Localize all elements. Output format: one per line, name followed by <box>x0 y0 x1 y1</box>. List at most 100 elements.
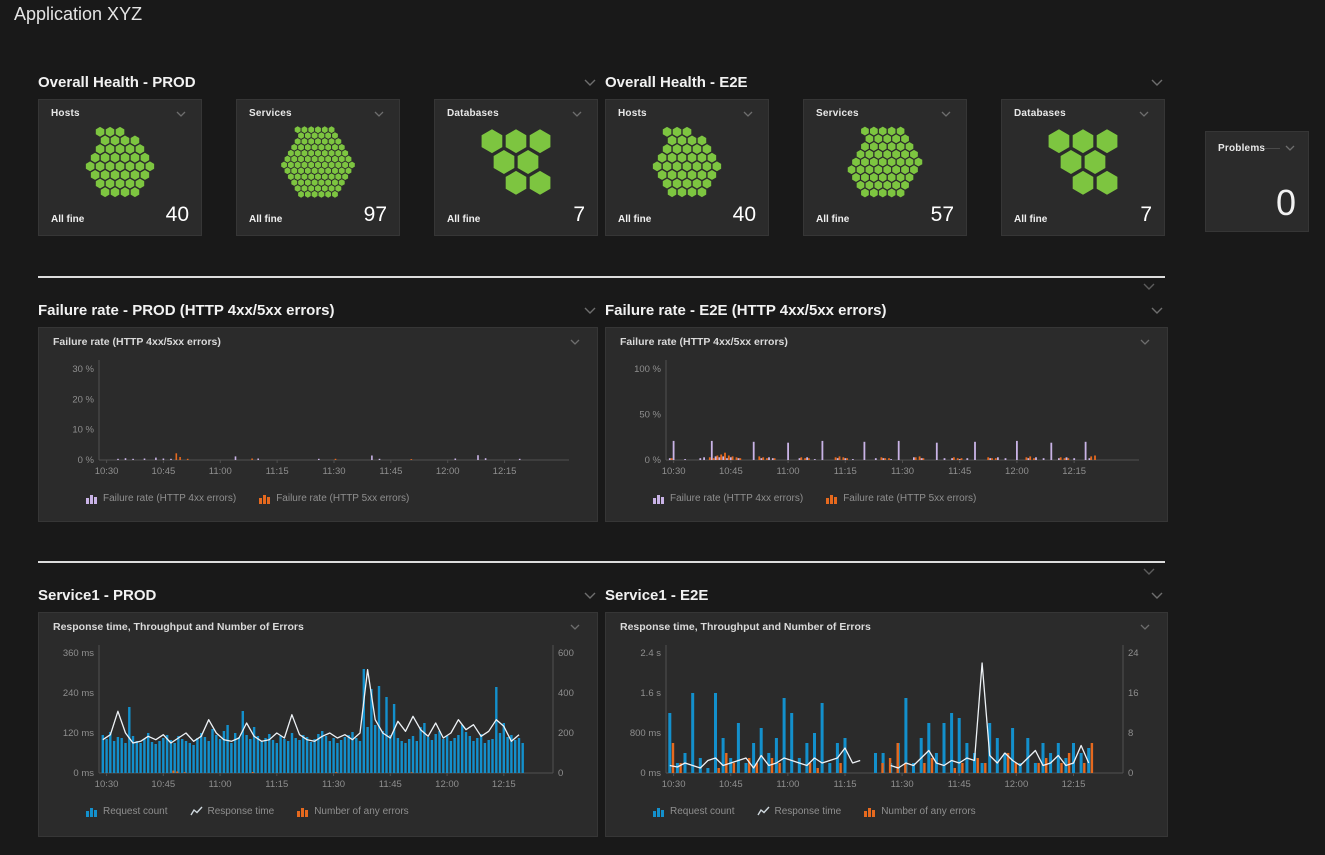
bar <box>808 763 812 773</box>
chevron-down-icon[interactable] <box>1284 142 1296 154</box>
bar <box>739 458 742 460</box>
hexagon-healthy <box>318 190 325 198</box>
y-axis-label: 120 ms <box>63 728 94 739</box>
y-axis-label: 240 ms <box>63 688 94 699</box>
bar <box>449 741 453 773</box>
chart-tile-service-prod[interactable]: Response time, Throughput and Number of … <box>38 612 598 837</box>
hexagon-healthy <box>115 161 125 172</box>
problems-tile[interactable]: Problems 0 <box>1205 131 1309 232</box>
hexagon-healthy <box>294 161 301 169</box>
bar <box>155 457 157 460</box>
hexagon-healthy <box>301 185 308 192</box>
hexagon-healthy <box>896 126 905 136</box>
hexagon-healthy <box>662 144 672 154</box>
y-axis-label: 0 ms <box>73 768 94 779</box>
section-title: Service1 - PROD <box>38 586 157 604</box>
chevron-down-icon[interactable] <box>1136 108 1152 120</box>
hexagon-healthy <box>697 170 707 180</box>
bar <box>1079 753 1083 773</box>
y-axis-label: 0 % <box>78 455 95 466</box>
chevron-down-icon[interactable] <box>567 336 583 348</box>
chevron-down-icon[interactable] <box>1137 621 1153 633</box>
chevron-down-icon[interactable] <box>1141 565 1157 577</box>
health-tile-services[interactable]: Services All fine 97 <box>236 99 400 236</box>
hexagon-healthy <box>672 161 682 172</box>
bar <box>774 738 778 773</box>
chart-tile-failure-prod[interactable]: Failure rate (HTTP 4xx/5xx errors) 30 % 2… <box>38 327 598 522</box>
bar <box>124 458 127 460</box>
chevron-down-icon[interactable] <box>740 108 756 120</box>
legend-item[interactable]: Response time <box>189 806 274 817</box>
hexagon-healthy <box>311 132 318 139</box>
hexagon-healthy <box>105 126 115 137</box>
chevron-down-icon[interactable] <box>1149 304 1165 316</box>
chevron-down-icon[interactable] <box>1137 336 1153 348</box>
bar <box>162 458 165 460</box>
hexagon-healthy <box>335 185 342 192</box>
hexagon-healthy <box>135 144 145 154</box>
legend-item[interactable]: Number of any errors <box>863 806 976 817</box>
legend-item[interactable]: Request count <box>85 806 168 817</box>
health-tile-services[interactable]: Services All fine 57 <box>803 99 967 236</box>
hexagon-healthy <box>667 187 677 198</box>
bar <box>370 689 373 773</box>
legend-item[interactable]: Failure rate (HTTP 4xx errors) <box>85 493 236 504</box>
legend-label: Number of any errors <box>314 806 409 817</box>
chevron-down-icon[interactable] <box>569 108 585 120</box>
bar <box>101 735 104 773</box>
chart-title: Failure rate (HTTP 4xx/5xx errors) <box>53 336 221 348</box>
bar <box>179 457 181 460</box>
bar <box>241 711 244 773</box>
chevron-down-icon[interactable] <box>1141 280 1157 292</box>
hexagon-healthy <box>301 173 308 181</box>
tile-label: Services <box>816 108 859 119</box>
hexagon-healthy <box>315 149 321 157</box>
bar <box>1083 763 1086 773</box>
legend-item[interactable]: Number of any errors <box>296 806 409 817</box>
chevron-down-icon[interactable] <box>582 304 598 316</box>
chart-canvas: 360 ms 240 ms 120 ms 0 ms 600 400 200 0 10:30 10:… <box>53 637 583 798</box>
chevron-down-icon[interactable] <box>567 621 583 633</box>
hexagon-healthy <box>878 142 887 151</box>
chart-tile-failure-e2e[interactable]: Failure rate (HTTP 4xx/5xx errors) 100 %… <box>605 327 1168 522</box>
chevron-down-icon[interactable] <box>371 108 387 120</box>
bar <box>1014 763 1017 773</box>
health-tile-hosts[interactable]: Hosts All fine 40 <box>605 99 769 236</box>
health-tile-hosts[interactable]: Hosts All fine 40 <box>38 99 202 236</box>
chevron-down-icon[interactable] <box>582 76 598 88</box>
bar <box>808 458 810 460</box>
health-tile-databases[interactable]: Databases All fine 7 <box>1001 99 1165 236</box>
x-axis-label: 11:45 <box>948 779 971 790</box>
legend-item[interactable]: Failure rate (HTTP 5xx errors) <box>825 493 976 504</box>
bar <box>457 735 460 773</box>
hexagon-healthy <box>1096 170 1118 195</box>
bar <box>116 737 120 773</box>
hexagon-healthy <box>130 152 140 163</box>
bar <box>477 455 479 460</box>
hexagon-healthy <box>90 170 100 180</box>
hexagon-healthy <box>677 135 687 146</box>
legend-item[interactable]: Failure rate (HTTP 4xx errors) <box>652 493 803 504</box>
chevron-down-icon[interactable] <box>1149 589 1165 601</box>
hexagon-healthy <box>338 179 345 186</box>
bar <box>491 739 494 773</box>
legend-item[interactable]: Request count <box>652 806 735 817</box>
bar <box>128 707 131 773</box>
hexagon-healthy <box>120 152 130 163</box>
legend-label: Response time <box>774 806 842 817</box>
health-tile-databases[interactable]: Databases All fine 7 <box>434 99 598 236</box>
chevron-down-icon[interactable] <box>582 589 598 601</box>
hexagon-healthy <box>115 126 125 137</box>
chart-tile-service-e2e[interactable]: Response time, Throughput and Number of … <box>605 612 1168 837</box>
legend-item[interactable]: Failure rate (HTTP 5xx errors) <box>258 493 409 504</box>
chevron-down-icon[interactable] <box>173 108 189 120</box>
chevron-down-icon[interactable] <box>1149 76 1165 88</box>
legend-item[interactable]: Response time <box>756 806 842 817</box>
bar <box>720 454 723 460</box>
y-axis-label: 0 ms <box>640 768 661 779</box>
honeycomb-chart <box>249 120 387 204</box>
hexagon-healthy <box>682 161 692 172</box>
hexagon-healthy <box>335 173 342 181</box>
chevron-down-icon[interactable] <box>938 108 954 120</box>
hexagon-healthy <box>311 190 318 198</box>
